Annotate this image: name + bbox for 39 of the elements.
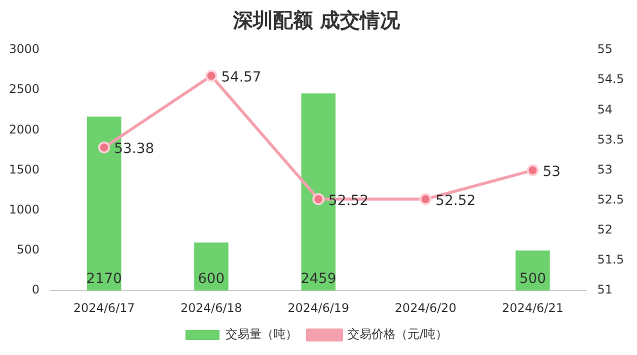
y2-tick-label: 55 (597, 42, 613, 56)
data-label: 2459 (300, 271, 336, 288)
y2-tick-label: 52.5 (597, 192, 624, 206)
data-label: 2170 (86, 271, 122, 288)
y-tick-label: 1500 (8, 162, 40, 176)
data-label: 52.52 (436, 192, 476, 209)
y2-tick-label: 54.5 (597, 72, 624, 86)
x-tick-label: 2024/6/19 (288, 300, 350, 315)
point (420, 193, 432, 206)
data-label: 600 (198, 271, 225, 288)
data-label: 500 (519, 271, 546, 288)
bar (194, 242, 228, 291)
point (98, 141, 110, 154)
point (312, 193, 324, 206)
point (526, 164, 539, 176)
y-tick-label: 500 (16, 242, 40, 257)
point (205, 70, 218, 82)
y-tick-label: 1000 (8, 202, 40, 217)
y-tick-label: 0 (32, 282, 40, 297)
data-label: 53 (542, 164, 561, 180)
x-tick-label: 2024/6/18 (180, 300, 242, 315)
y-tick-label: 2500 (8, 82, 40, 96)
y2-tick-label: 54 (597, 102, 613, 116)
x-tick-label: 2024/6/17 (73, 300, 135, 315)
bar (516, 250, 550, 291)
x-tick-label: 2024/6/20 (394, 300, 456, 315)
legend-label: 交易价格（元/吨） (347, 327, 448, 342)
y-tick-label: 3000 (8, 42, 40, 56)
legend-label: 交易量（吨） (225, 327, 298, 342)
y2-tick-label: 53 (597, 162, 613, 176)
y2-tick-label: 52 (597, 222, 613, 237)
y2-tick-label: 51 (597, 282, 613, 297)
y2-tick-label: 53.5 (597, 132, 624, 146)
data-label: 52.52 (328, 192, 369, 209)
x-tick-label: 2024/6/21 (502, 300, 564, 315)
chart-title: 深圳配额 成交情况 (232, 8, 401, 32)
y2-tick-label: 51.5 (597, 252, 624, 267)
y-tick-label: 2000 (8, 122, 40, 136)
data-label: 54.57 (221, 70, 262, 86)
